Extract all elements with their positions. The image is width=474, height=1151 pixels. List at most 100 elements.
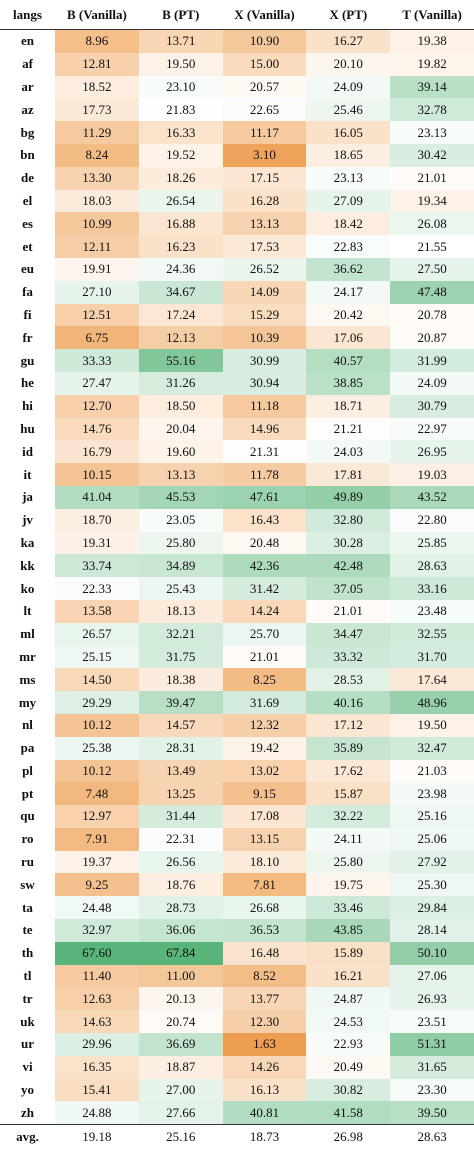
score-cell: 20.49: [306, 1055, 391, 1079]
score-cell: 40.16: [306, 691, 391, 714]
score-cell: 27.09: [306, 189, 391, 213]
score-cell: 26.56: [138, 850, 223, 874]
score-cell: 32.80: [306, 508, 391, 532]
table-row: ms 14.50 18.38 8.25 28.53 17.64: [0, 668, 474, 692]
score-cell: 13.71: [138, 29, 223, 53]
score-cell: 16.88: [138, 212, 223, 236]
score-cell: 29.96: [55, 1033, 139, 1056]
table-row: kk 33.74 34.89 42.36 42.48 28.63: [0, 554, 474, 578]
score-cell: 20.13: [138, 987, 223, 1011]
column-header: T (Vanilla): [390, 0, 474, 30]
avg-cell: 26.98: [306, 1124, 391, 1149]
score-cell: 27.92: [390, 850, 474, 874]
score-cell: 19.82: [390, 52, 474, 76]
score-cell: 20.57: [222, 75, 307, 99]
score-cell: 23.30: [390, 1078, 474, 1102]
lang-cell: ms: [19, 671, 36, 687]
lang-cell: ar: [21, 78, 34, 94]
table-row: de 13.30 18.26 17.15 23.13 21.01: [0, 166, 474, 190]
score-cell: 16.33: [138, 121, 223, 144]
score-cell: 31.44: [138, 805, 223, 828]
score-cell: 51.31: [390, 1033, 474, 1056]
score-cell: 16.28: [222, 189, 307, 213]
lang-cell: el: [22, 192, 33, 208]
score-cell: 55.16: [138, 349, 223, 372]
lang-cell: te: [22, 922, 33, 938]
score-cell: 24.03: [306, 440, 391, 464]
score-cell: 42.48: [306, 554, 391, 578]
lang-cell: eu: [21, 261, 34, 277]
score-cell: 26.95: [390, 440, 474, 464]
score-cell: 25.85: [390, 531, 474, 555]
score-cell: 17.15: [222, 166, 307, 190]
score-cell: 11.18: [222, 394, 307, 418]
lang-cell: az: [21, 101, 34, 117]
score-cell: 26.08: [390, 212, 474, 236]
score-cell: 32.78: [390, 98, 474, 122]
score-cell: 17.24: [138, 303, 223, 327]
lang-cell: pl: [22, 762, 33, 778]
score-cell: 14.50: [55, 668, 139, 692]
table-header: langs B (Vanilla) B (PT) X (Vanilla) X (PT) T…: [0, 0, 474, 30]
table-row: bg 11.29 16.33 11.17 16.05 23.13: [0, 121, 474, 144]
score-cell: 41.04: [55, 485, 139, 509]
lang-cell: tr: [22, 990, 33, 1006]
score-cell: 25.80: [306, 850, 391, 874]
score-cell: 25.15: [55, 645, 139, 669]
table-row: pa 25.38 28.31 19.42 35.89 32.47: [0, 736, 474, 760]
score-cell: 8.25: [222, 668, 307, 692]
score-cell: 25.06: [390, 827, 474, 851]
score-cell: 15.87: [306, 782, 391, 806]
score-cell: 23.05: [138, 508, 223, 532]
score-cell: 27.66: [138, 1101, 223, 1125]
score-cell: 11.29: [55, 121, 139, 144]
score-cell: 33.33: [55, 349, 139, 372]
score-cell: 8.52: [222, 964, 307, 988]
score-cell: 16.35: [55, 1055, 139, 1079]
score-cell: 31.99: [390, 349, 474, 372]
table-row: es 10.99 16.88 13.13 18.42 26.08: [0, 212, 474, 236]
score-cell: 19.60: [138, 440, 223, 464]
score-cell: 19.52: [138, 143, 223, 167]
lang-cell: lt: [23, 603, 32, 619]
score-cell: 23.51: [390, 1010, 474, 1034]
score-cell: 8.96: [55, 29, 139, 53]
score-cell: 22.65: [222, 98, 307, 122]
lang-cell: ur: [21, 1036, 34, 1052]
score-cell: 39.47: [138, 691, 223, 714]
table-row: he 27.47 31.26 30.94 38.85 24.09: [0, 371, 474, 395]
lang-cell: de: [21, 170, 34, 186]
score-cell: 10.12: [55, 759, 139, 783]
table-row: gu 33.33 55.16 30.99 40.57 31.99: [0, 349, 474, 372]
score-cell: 16.79: [55, 440, 139, 464]
table-row: bn 8.24 19.52 3.10 18.65 30.42: [0, 143, 474, 167]
lang-cell: ro: [21, 831, 34, 847]
score-cell: 30.82: [306, 1078, 391, 1102]
score-cell: 30.94: [222, 371, 307, 395]
score-cell: 17.08: [222, 805, 307, 828]
score-cell: 20.10: [306, 52, 391, 76]
table-row: id 16.79 19.60 21.31 24.03 26.95: [0, 440, 474, 464]
score-cell: 24.17: [306, 280, 391, 304]
score-cell: 34.47: [306, 622, 391, 646]
score-cell: 33.74: [55, 554, 139, 578]
score-cell: 13.02: [222, 759, 307, 783]
score-cell: 47.61: [222, 485, 307, 509]
score-cell: 36.62: [306, 257, 391, 281]
lang-cell: ka: [20, 534, 35, 550]
table-row: el 18.03 26.54 16.28 27.09 19.34: [0, 189, 474, 213]
table-row: te 32.97 36.06 36.53 43.85 28.14: [0, 919, 474, 942]
column-header: X (Vanilla): [222, 0, 307, 30]
score-cell: 40.57: [306, 349, 391, 372]
header-row: langs B (Vanilla) B (PT) X (Vanilla) X (PT) T…: [0, 0, 474, 30]
score-cell: 18.71: [306, 394, 391, 418]
score-cell: 31.26: [138, 371, 223, 395]
lang-cell: kk: [20, 557, 35, 573]
score-cell: 18.50: [138, 394, 223, 418]
score-cell: 33.46: [306, 896, 391, 920]
lang-cell: hu: [20, 420, 35, 436]
score-cell: 13.77: [222, 987, 307, 1011]
score-cell: 28.53: [306, 668, 391, 692]
lang-cell: tl: [23, 968, 32, 984]
score-cell: 30.99: [222, 349, 307, 372]
